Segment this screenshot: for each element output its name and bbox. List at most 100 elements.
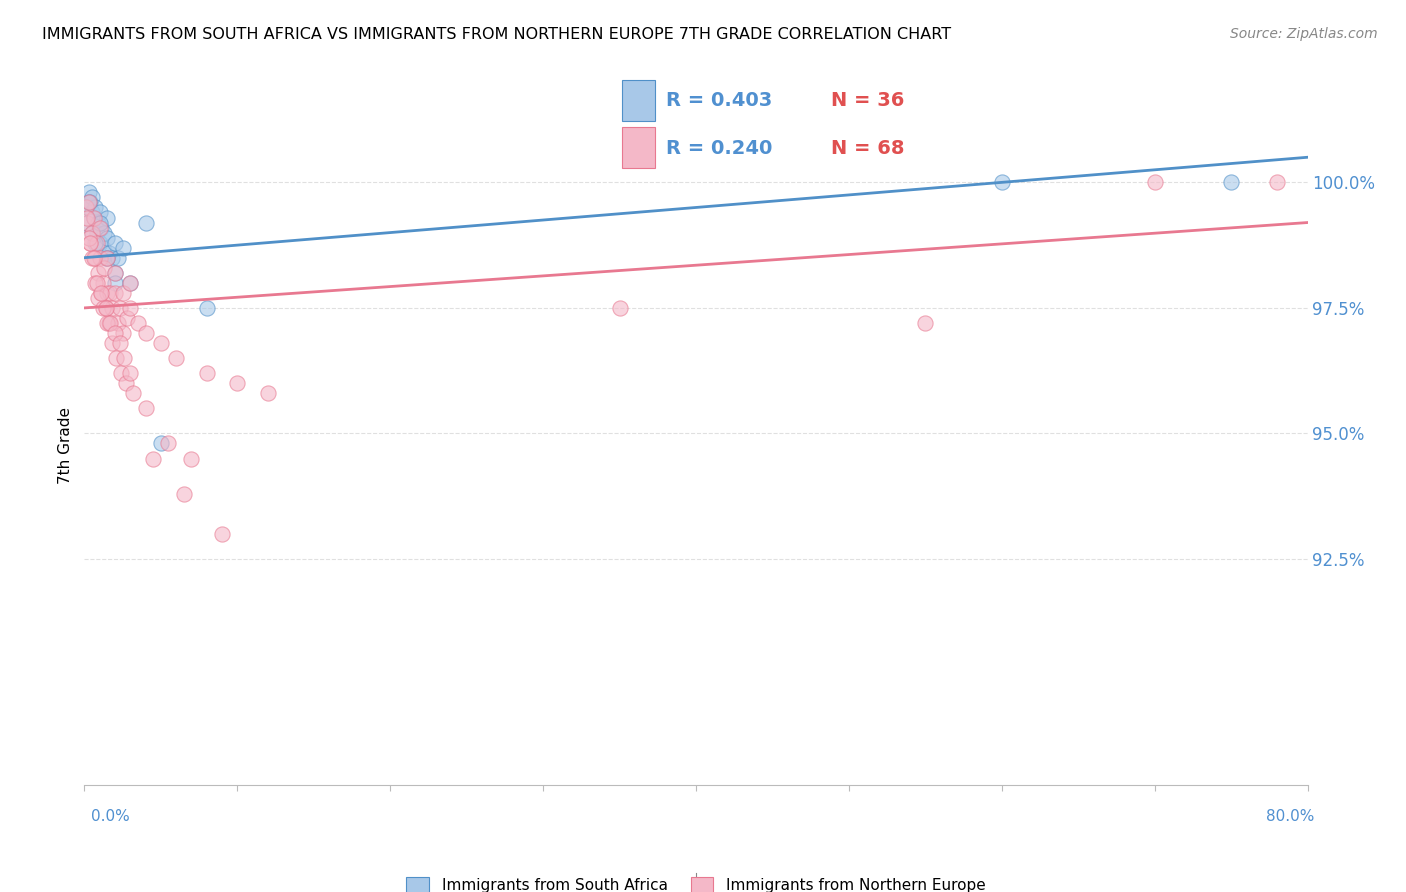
Point	[120, 276, 142, 290]
Point	[257, 386, 280, 401]
Point	[87, 215, 110, 229]
Text: R = 0.240: R = 0.240	[665, 139, 772, 158]
Point	[165, 351, 187, 365]
Point	[90, 220, 112, 235]
Point	[101, 301, 124, 315]
Point	[76, 215, 98, 229]
Point	[149, 336, 172, 351]
Point	[1143, 175, 1166, 189]
Y-axis label: 7th Grade: 7th Grade	[58, 408, 73, 484]
Point	[97, 316, 120, 330]
Text: Source: ZipAtlas.com: Source: ZipAtlas.com	[1230, 27, 1378, 41]
Point	[86, 276, 108, 290]
Point	[107, 316, 129, 330]
FancyBboxPatch shape	[621, 80, 655, 120]
Point	[91, 241, 114, 255]
Point	[98, 316, 121, 330]
Point	[93, 226, 115, 240]
Point	[79, 235, 101, 250]
Point	[120, 366, 142, 380]
Point	[110, 366, 132, 380]
Point	[195, 301, 218, 315]
Point	[105, 351, 128, 365]
Point	[96, 251, 118, 265]
Point	[76, 201, 98, 215]
Point	[914, 316, 936, 330]
Point	[90, 285, 112, 300]
Point	[96, 316, 118, 330]
Point	[104, 326, 127, 340]
Point	[122, 386, 145, 401]
Point	[91, 301, 114, 315]
Point	[108, 301, 131, 315]
Point	[97, 245, 120, 260]
Point	[77, 195, 100, 210]
Point	[114, 376, 136, 391]
Point	[1220, 175, 1243, 189]
Text: 0.0%: 0.0%	[91, 809, 131, 823]
Point	[83, 251, 105, 265]
Point	[211, 527, 233, 541]
Point	[115, 310, 138, 325]
Point	[108, 336, 131, 351]
Point	[98, 285, 121, 300]
Point	[80, 251, 103, 265]
Point	[96, 251, 118, 265]
Point	[89, 251, 111, 265]
Point	[107, 251, 129, 265]
Point	[127, 316, 149, 330]
Point	[104, 276, 127, 290]
Point	[77, 186, 100, 200]
Text: IMMIGRANTS FROM SOUTH AFRICA VS IMMIGRANTS FROM NORTHERN EUROPE 7TH GRADE CORREL: IMMIGRANTS FROM SOUTH AFRICA VS IMMIGRAN…	[42, 27, 952, 42]
Point	[104, 285, 127, 300]
Point	[94, 301, 117, 315]
Point	[80, 205, 103, 219]
Point	[96, 285, 118, 300]
Point	[84, 251, 107, 265]
Point	[89, 205, 111, 219]
Text: R = 0.403: R = 0.403	[665, 91, 772, 110]
Point	[93, 260, 115, 275]
Point	[79, 235, 101, 250]
Point	[94, 301, 117, 315]
Point	[84, 201, 107, 215]
Point	[80, 226, 103, 240]
Point	[76, 211, 98, 225]
Point	[226, 376, 249, 391]
FancyBboxPatch shape	[621, 127, 655, 168]
Point	[149, 436, 172, 450]
Point	[80, 226, 103, 240]
Point	[75, 215, 97, 229]
Point	[104, 266, 127, 280]
Point	[1265, 175, 1288, 189]
Point	[89, 215, 111, 229]
Point	[120, 276, 142, 290]
Point	[104, 266, 127, 280]
Point	[94, 251, 117, 265]
Point	[111, 285, 134, 300]
Point	[101, 336, 124, 351]
Point	[77, 230, 100, 244]
Point	[142, 451, 165, 466]
Point	[173, 486, 195, 500]
Point	[90, 285, 112, 300]
Point	[96, 230, 118, 244]
Point	[77, 195, 100, 210]
Legend: Immigrants from South Africa, Immigrants from Northern Europe: Immigrants from South Africa, Immigrants…	[401, 871, 991, 892]
Point	[75, 201, 97, 215]
Point	[157, 436, 180, 450]
Point	[180, 451, 202, 466]
Point	[135, 215, 157, 229]
Point	[84, 235, 107, 250]
Point	[83, 211, 105, 225]
Point	[135, 326, 157, 340]
Point	[80, 190, 103, 204]
Point	[87, 291, 110, 305]
Point	[89, 220, 111, 235]
Text: N = 68: N = 68	[831, 139, 904, 158]
Point	[101, 251, 124, 265]
Point	[120, 301, 142, 315]
Point	[112, 351, 135, 365]
Text: N = 36: N = 36	[831, 91, 904, 110]
Text: 80.0%: 80.0%	[1267, 809, 1315, 823]
